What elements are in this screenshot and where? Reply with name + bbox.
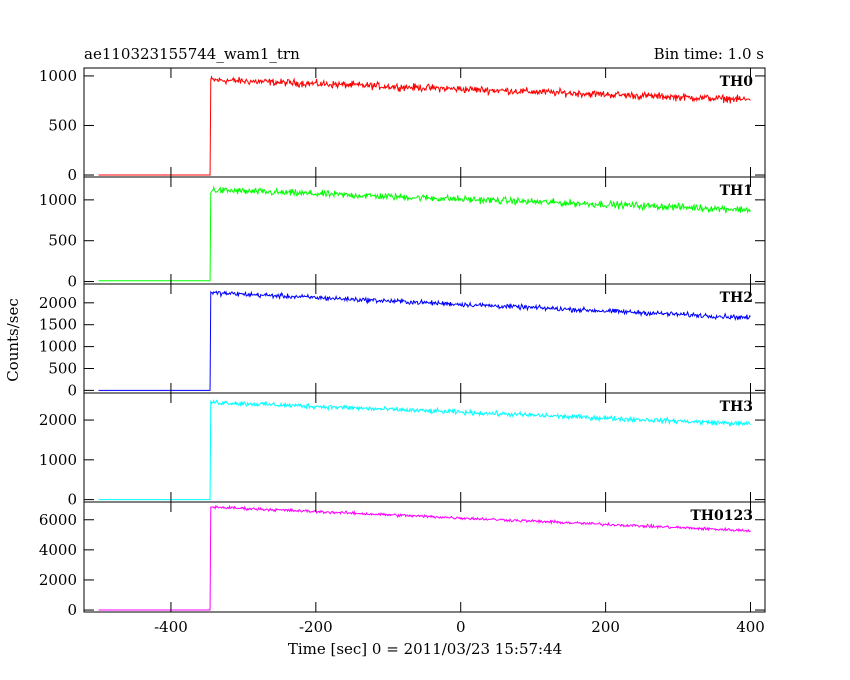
panel-th0: 0 500 1000 TH0 [39,67,766,184]
panel-label-th0: TH0 [720,74,754,90]
panel-frame [83,283,766,394]
panel-th3: 0 1000 2000 TH3 [39,392,766,509]
panel-frame [83,67,766,178]
series-line-th0123 [98,504,751,611]
panel-th0123: 0 2000 4000 6000 TH0123 [39,501,766,619]
y-tick-label: 1000 [39,451,77,469]
y-tick-label: 500 [48,359,77,377]
panel-label-th3: TH3 [720,399,753,415]
y-tick-label: 1000 [39,191,77,209]
y-tick-label: 500 [48,116,77,134]
x-tick-label: -400 [154,618,188,636]
bin-time-label: Bin time: 1.0 s [654,45,764,63]
x-tick-label: 0 [456,618,466,636]
x-axis-label: Time [sec] 0 = 2011/03/23 15:57:44 [288,640,562,658]
y-tick-label: 6000 [39,511,77,529]
series-line-th0 [98,75,751,176]
series-line-th1 [98,185,751,282]
y-tick-label: 1000 [39,338,77,356]
x-tick-label: -200 [299,618,333,636]
panel-frame [83,176,766,285]
series-line-th2 [98,290,751,391]
panel-th2: 0 500 1000 1500 2000 TH2 [39,283,766,399]
y-tick-label: 2000 [39,411,77,429]
y-tick-label: 0 [67,273,77,291]
panel-label-th2: TH2 [720,290,753,306]
panel-label-th1: TH1 [720,183,753,199]
panel-frame [83,392,766,503]
x-tick-label: 400 [736,618,765,636]
y-tick-label: 0 [67,381,77,399]
y-tick-label: 0 [67,491,77,509]
y-tick-label: 4000 [39,541,77,559]
y-tick-label: 1500 [39,316,77,334]
y-tick-label: 0 [67,166,77,184]
chart-title: ae110323155744_wam1_trn [84,45,300,63]
y-tick-label: 500 [48,232,77,250]
y-tick-label: 2000 [39,294,77,312]
panel-label-th0123: TH0123 [690,508,753,524]
y-tick-label: 1000 [39,67,77,85]
y-tick-label: 2000 [39,571,77,589]
x-tick-label: 200 [591,618,620,636]
y-axis-label: Counts/sec [4,298,22,382]
y-tick-label: 0 [67,601,77,619]
panel-th1: 0 500 1000 TH1 [39,176,766,291]
series-line-th3 [98,399,751,501]
panel-frame [83,501,766,613]
